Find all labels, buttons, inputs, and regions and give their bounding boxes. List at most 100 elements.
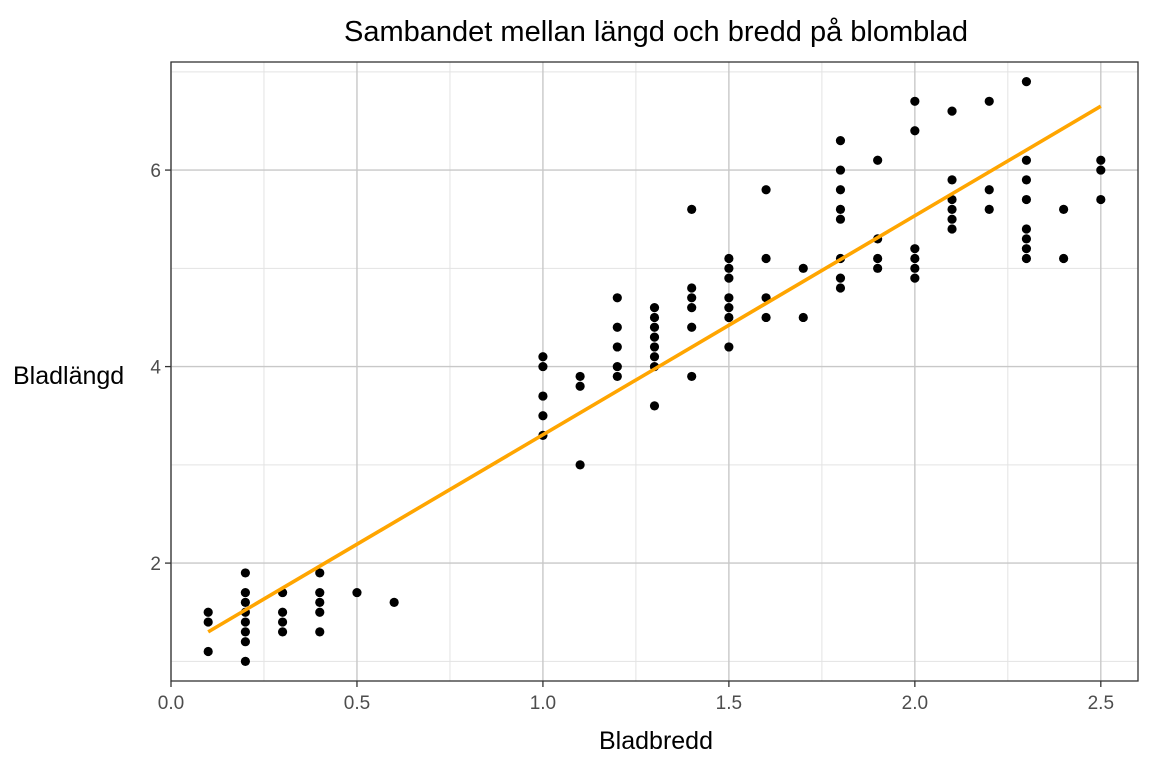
data-point bbox=[687, 293, 697, 303]
plot-panel-border bbox=[170, 61, 1139, 682]
data-point bbox=[687, 283, 697, 293]
data-point bbox=[538, 411, 548, 421]
data-point bbox=[798, 263, 808, 273]
data-point bbox=[1059, 253, 1069, 264]
data-point bbox=[835, 214, 846, 224]
y-tick-label: 4 bbox=[150, 358, 161, 379]
trend-line-group bbox=[207, 104, 1102, 634]
data-point bbox=[575, 381, 585, 391]
data-point bbox=[1021, 253, 1032, 264]
x-tick-label: 2.0 bbox=[902, 693, 928, 714]
data-point bbox=[835, 136, 846, 146]
data-point bbox=[649, 352, 660, 362]
data-point bbox=[1096, 165, 1106, 175]
data-point bbox=[1059, 204, 1069, 214]
data-point bbox=[240, 587, 250, 598]
x-tick-label: 2.5 bbox=[1088, 693, 1114, 714]
data-point bbox=[947, 214, 957, 224]
x-tick-label: 0.5 bbox=[344, 693, 370, 714]
y-axis-ticks: 2 4 6 bbox=[150, 161, 171, 575]
data-point bbox=[277, 607, 288, 617]
data-point bbox=[315, 568, 325, 578]
data-point bbox=[687, 303, 697, 313]
data-point bbox=[910, 244, 920, 254]
data-point bbox=[984, 96, 994, 106]
data-point bbox=[724, 303, 734, 313]
data-point bbox=[389, 597, 399, 607]
data-point bbox=[315, 597, 325, 607]
data-point bbox=[1021, 244, 1032, 254]
data-point bbox=[724, 342, 734, 352]
data-point bbox=[240, 568, 250, 578]
data-point bbox=[203, 617, 213, 627]
data-point bbox=[1021, 234, 1032, 244]
data-point bbox=[538, 361, 548, 372]
trend-line bbox=[207, 104, 1102, 634]
data-point bbox=[1021, 224, 1032, 234]
data-point bbox=[240, 617, 250, 627]
data-point bbox=[1096, 155, 1106, 165]
data-point bbox=[835, 283, 846, 293]
data-point bbox=[649, 303, 660, 313]
y-tick-label: 6 bbox=[150, 161, 161, 182]
data-point bbox=[687, 322, 697, 332]
data-point bbox=[910, 253, 920, 264]
data-point bbox=[947, 204, 957, 214]
data-point bbox=[575, 460, 585, 470]
data-point bbox=[835, 204, 846, 214]
data-point bbox=[1021, 194, 1032, 205]
data-point bbox=[538, 391, 548, 401]
data-point bbox=[649, 312, 660, 323]
data-point bbox=[352, 587, 362, 598]
data-point bbox=[724, 273, 734, 283]
data-point bbox=[761, 185, 771, 195]
data-point bbox=[873, 253, 883, 264]
data-point bbox=[203, 607, 213, 617]
data-point bbox=[612, 322, 622, 332]
data-point bbox=[612, 293, 622, 303]
data-point bbox=[315, 627, 325, 637]
data-point bbox=[687, 204, 697, 214]
data-point bbox=[649, 342, 660, 352]
data-point bbox=[612, 342, 622, 352]
data-point bbox=[873, 155, 883, 165]
data-point bbox=[538, 352, 548, 362]
y-axis-label: Bladlängd bbox=[13, 362, 124, 390]
data-point bbox=[798, 312, 808, 323]
data-point bbox=[724, 312, 734, 323]
major-gridlines bbox=[170, 62, 1138, 681]
data-point bbox=[240, 597, 250, 607]
data-points bbox=[203, 77, 1106, 666]
data-point bbox=[835, 185, 846, 195]
data-point bbox=[724, 253, 734, 264]
data-point bbox=[984, 204, 994, 214]
data-point bbox=[761, 253, 771, 264]
data-point bbox=[724, 293, 734, 303]
data-point bbox=[910, 126, 920, 136]
data-point bbox=[1096, 194, 1106, 205]
data-point bbox=[277, 617, 288, 627]
data-point bbox=[315, 607, 325, 617]
data-point bbox=[649, 332, 660, 342]
data-point bbox=[240, 656, 250, 666]
data-point bbox=[984, 185, 994, 195]
x-tick-label: 0.0 bbox=[158, 693, 184, 714]
data-point bbox=[724, 263, 734, 273]
minor-gridlines bbox=[171, 62, 1138, 681]
data-point bbox=[947, 224, 957, 234]
data-point bbox=[649, 322, 660, 332]
x-axis-label: Bladbredd bbox=[599, 727, 713, 755]
chart-title: Sambandet mellan längd och bredd på blom… bbox=[344, 16, 968, 48]
data-point bbox=[277, 627, 288, 637]
data-point bbox=[575, 371, 585, 382]
data-point bbox=[203, 646, 213, 657]
data-point bbox=[240, 627, 250, 637]
data-point bbox=[649, 401, 660, 411]
data-point bbox=[240, 637, 250, 647]
data-point bbox=[835, 273, 846, 283]
data-point bbox=[873, 263, 883, 273]
data-point bbox=[910, 96, 920, 106]
data-point bbox=[835, 165, 846, 175]
data-point bbox=[1021, 77, 1032, 87]
